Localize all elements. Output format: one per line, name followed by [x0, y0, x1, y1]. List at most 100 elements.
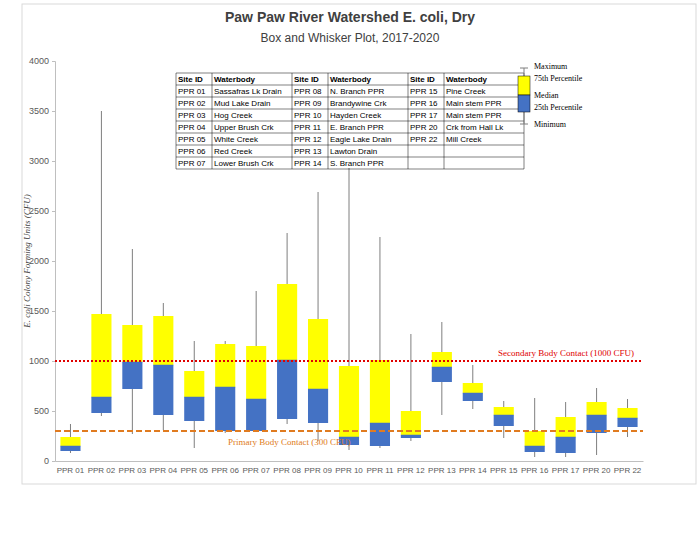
- x-tick-label: PPR 16: [521, 466, 549, 475]
- legend-label: Median: [534, 91, 558, 100]
- x-tick: PPR 09: [304, 466, 332, 475]
- table-rule: [408, 73, 409, 169]
- box-lower: [246, 399, 266, 431]
- lower-whisker: [379, 446, 380, 448]
- legend-label: Maximum: [534, 62, 568, 71]
- table-rule: [176, 109, 524, 110]
- table-rule: [176, 121, 524, 122]
- median-line: [215, 387, 235, 388]
- table-rule: [176, 145, 524, 146]
- lower-whisker: [225, 431, 226, 433]
- median-line: [60, 446, 80, 447]
- table-cell: White Creek: [214, 135, 259, 144]
- lower-whisker: [163, 415, 164, 430]
- box-upper: [432, 352, 452, 367]
- median-line: [494, 415, 514, 416]
- y-tick-label: 3500: [29, 106, 49, 116]
- box-lower: [308, 389, 328, 423]
- x-tick: PPR 04: [150, 466, 178, 475]
- lower-whisker: [503, 426, 504, 438]
- lower-whisker: [534, 452, 535, 457]
- y-tick: 3500: [29, 106, 55, 116]
- x-axis: PPR 01PPR 02PPR 03PPR 04PPR 05PPR 06PPR …: [56, 462, 644, 475]
- table-cell: Main stem PPR: [446, 99, 502, 108]
- median-line: [153, 365, 173, 366]
- table-cell: Lawton Drain: [330, 147, 377, 156]
- chart-svg: Paw Paw River Watershed E. coli, DryBox …: [0, 0, 700, 541]
- median-line: [432, 367, 452, 368]
- box-upper: [339, 366, 359, 437]
- y-tick-mark: [52, 61, 55, 62]
- y-tick-label: 2000: [29, 256, 49, 266]
- box-lower: [432, 367, 452, 382]
- reference-line: [55, 430, 643, 432]
- table-rule: [444, 73, 445, 169]
- table-cell: PPR 06: [178, 147, 206, 156]
- median-line: [308, 389, 328, 390]
- table-cell: Pine Creek: [446, 87, 487, 96]
- y-tick-mark: [52, 161, 55, 162]
- box-upper: [246, 346, 266, 399]
- box-lower: [556, 437, 576, 453]
- x-tick: PPR 05: [180, 466, 208, 475]
- upper-whisker: [256, 291, 257, 346]
- table-cell: PPR 10: [294, 111, 322, 120]
- table-cell: Mud Lake Drain: [214, 99, 270, 108]
- y-tick-label: 1000: [29, 356, 49, 366]
- box-upper: [153, 316, 173, 365]
- upper-whisker: [101, 111, 102, 314]
- x-tick-label: PPR 07: [242, 466, 270, 475]
- x-tick: PPR 01: [57, 466, 85, 475]
- x-tick-label: PPR 03: [119, 466, 147, 475]
- x-tick-label: PPR 01: [57, 466, 85, 475]
- box-lower: [401, 435, 421, 438]
- legend-label: 75th Percentile: [534, 74, 583, 83]
- plot-area: [55, 111, 643, 457]
- y-tick: 3000: [29, 156, 55, 166]
- x-tick-label: PPR 20: [583, 466, 611, 475]
- median-line: [525, 446, 545, 447]
- box-lower: [277, 360, 297, 419]
- lower-whisker: [441, 382, 442, 415]
- y-tick-mark: [52, 361, 55, 362]
- box-upper: [308, 319, 328, 389]
- x-tick: PPR 14: [459, 466, 487, 475]
- x-tick-label: PPR 22: [614, 466, 642, 475]
- table-cell: PPR 08: [294, 87, 322, 96]
- x-tick: PPR 22: [614, 466, 642, 475]
- x-tick: PPR 11: [366, 466, 394, 475]
- median-line: [463, 393, 483, 394]
- legend-swatch: [518, 95, 530, 112]
- y-tick-label: 3000: [29, 156, 49, 166]
- lower-whisker: [70, 451, 71, 453]
- box-upper: [587, 402, 607, 415]
- box-lower: [463, 393, 483, 401]
- y-tick-label: 0: [44, 456, 49, 466]
- table-rule: [176, 73, 524, 74]
- table-rule: [176, 169, 524, 170]
- y-tick-label: 1500: [29, 306, 49, 316]
- x-tick: PPR 20: [583, 466, 611, 475]
- y-tick-mark: [52, 211, 55, 212]
- table-cell: PPR 01: [178, 87, 206, 96]
- upper-whisker: [194, 341, 195, 371]
- table-cell: PPR 02: [178, 99, 206, 108]
- y-tick: 500: [34, 406, 55, 416]
- box-lower: [184, 397, 204, 421]
- y-tick-mark: [52, 311, 55, 312]
- lower-whisker: [565, 453, 566, 457]
- box-upper: [60, 437, 80, 446]
- x-tick-label: PPR 14: [459, 466, 487, 475]
- lower-whisker: [132, 389, 133, 434]
- lower-whisker: [472, 401, 473, 409]
- median-line: [556, 437, 576, 438]
- legend: Maximum75th PercentileMedian25th Percent…: [518, 62, 583, 129]
- table-cell: PPR 13: [294, 147, 322, 156]
- x-axis-line: [56, 461, 644, 462]
- median-line: [617, 418, 637, 419]
- table-cell: PPR 14: [294, 159, 322, 168]
- median-line: [184, 397, 204, 398]
- x-tick: PPR 07: [242, 466, 270, 475]
- legend-cap: [520, 68, 528, 69]
- title: Paw Paw River Watershed E. coli, Dry: [225, 9, 475, 25]
